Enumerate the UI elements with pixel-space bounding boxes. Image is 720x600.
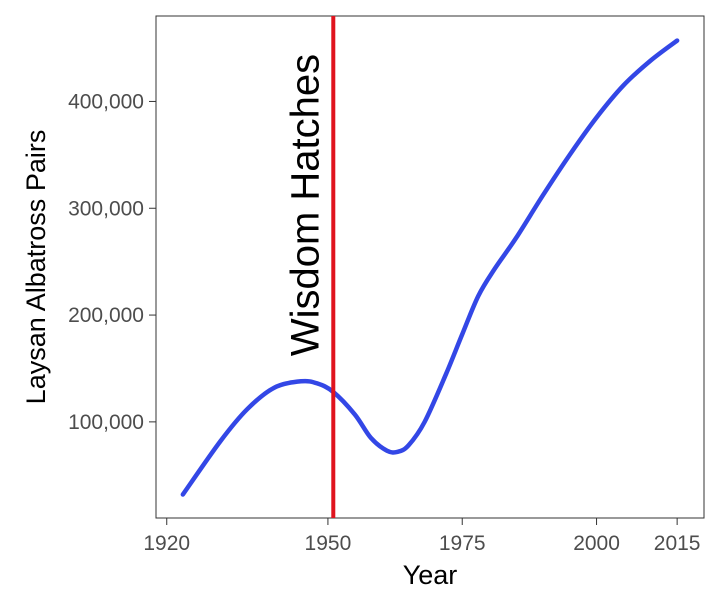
y-axis: 100,000 200,000 300,000 400,000 (68, 90, 156, 434)
x-tick-label: 2015 (654, 532, 701, 555)
x-axis: 1920 1950 1975 2000 2015 (143, 518, 700, 555)
x-tick-label: 2000 (573, 532, 620, 555)
x-tick-label: 1950 (305, 532, 352, 555)
panel-border (155, 15, 705, 519)
y-axis-title: Laysan Albatross Pairs (21, 130, 51, 405)
y-tick-label: 300,000 (68, 197, 144, 220)
x-axis-title: Year (403, 560, 458, 590)
wisdom-hatches-label: Wisdom Hatches (283, 54, 327, 356)
y-tick-label: 400,000 (68, 90, 144, 113)
y-tick-label: 100,000 (68, 411, 144, 434)
x-tick-label: 1920 (143, 532, 190, 555)
y-tick-label: 200,000 (68, 304, 144, 327)
population-line (180, 38, 680, 497)
x-tick-label: 1975 (439, 532, 486, 555)
